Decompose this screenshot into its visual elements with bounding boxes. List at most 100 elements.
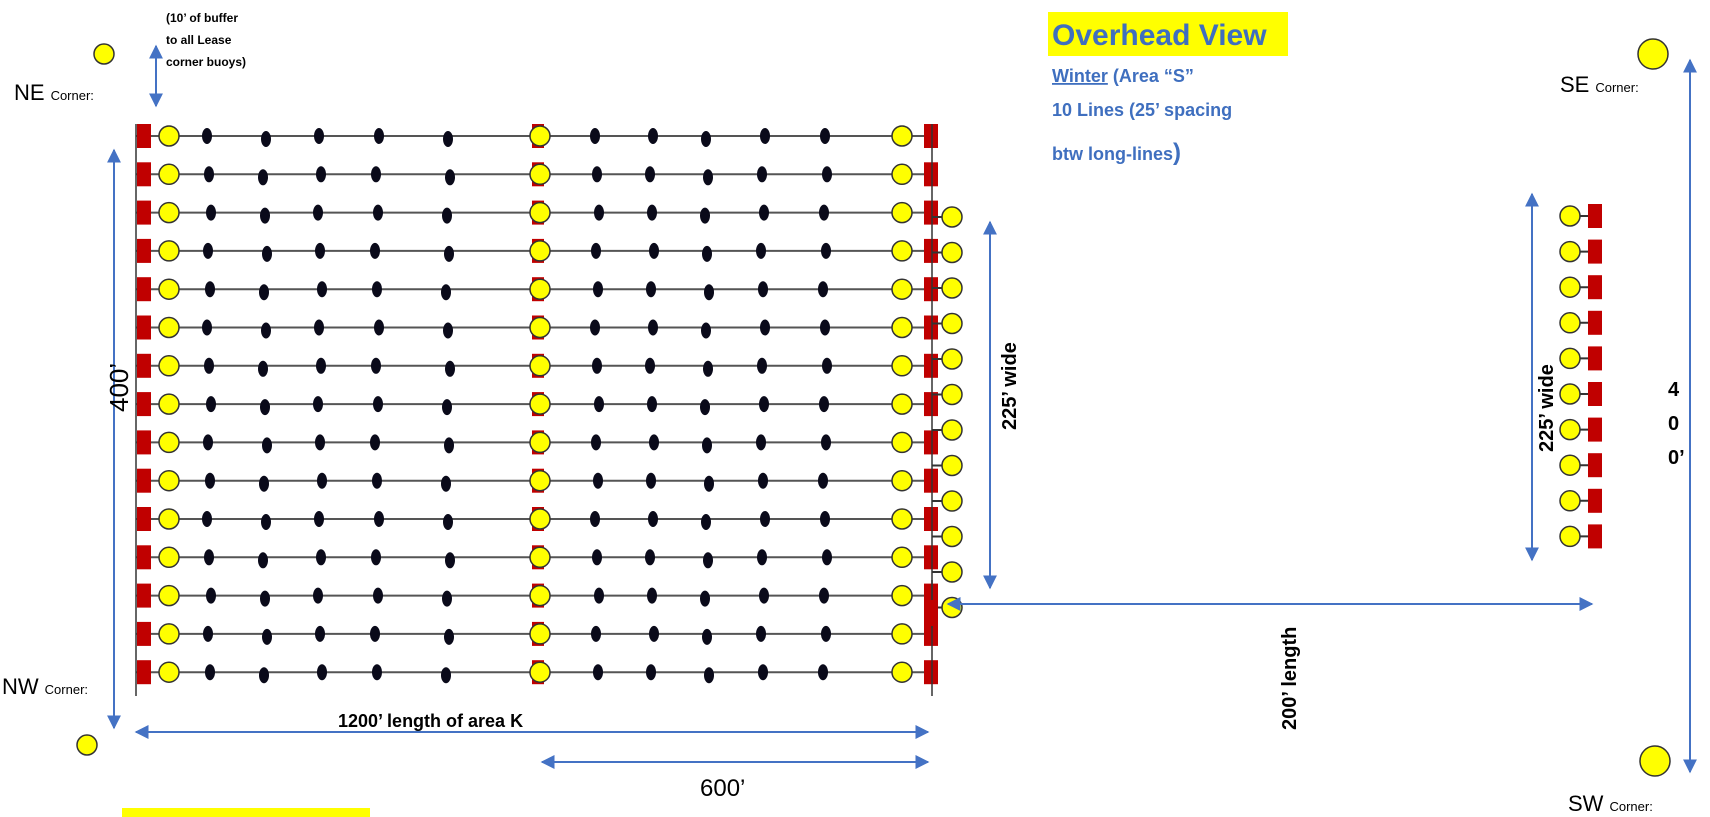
wide-225-label-b: 225’ wide [1536, 364, 1558, 452]
oyster-float [206, 204, 216, 221]
winter-buoy [941, 525, 963, 548]
oyster-float [649, 242, 659, 259]
anchor-block [137, 353, 151, 378]
oyster-float [443, 322, 453, 339]
oyster-float [819, 396, 829, 413]
oyster-float [591, 434, 601, 451]
anchor-block [924, 200, 938, 225]
oyster-float [442, 399, 452, 416]
oyster-float [756, 242, 766, 259]
anchor-block [924, 660, 938, 685]
oyster-float [258, 360, 268, 377]
oyster-float [445, 552, 455, 569]
oyster-float [203, 242, 213, 259]
oyster-float [594, 587, 604, 604]
oyster-float [822, 357, 832, 374]
anchor-block [137, 162, 151, 187]
anchor-block [1588, 417, 1602, 442]
anchor-block [137, 660, 151, 685]
long-line-grid [135, 124, 938, 696]
area-s-buoy [1559, 240, 1581, 263]
oyster-float [317, 472, 327, 489]
winter-buoy [941, 383, 963, 406]
oyster-float [646, 664, 656, 681]
oyster-float [819, 587, 829, 604]
area-s-buoy [1559, 347, 1581, 370]
oyster-float [646, 472, 656, 489]
end-buoy [891, 584, 913, 607]
end-buoy [158, 355, 180, 377]
area-s-buoy [1559, 383, 1581, 405]
sw-corner-buoy [1639, 745, 1671, 777]
winter-buoy [941, 206, 963, 228]
winter-buoy [941, 312, 963, 335]
end-buoy [891, 431, 913, 454]
anchor-block [1588, 524, 1602, 549]
end-buoy [891, 240, 913, 262]
anchor-block [137, 238, 151, 263]
oyster-float [443, 514, 453, 530]
oyster-float [316, 166, 326, 183]
end-buoy [158, 661, 180, 683]
end-buoy [891, 546, 913, 569]
oyster-float [442, 207, 452, 224]
anchor-block [924, 238, 938, 263]
oyster-float [700, 399, 710, 416]
mid-buoy [529, 623, 551, 645]
anchor-block [924, 621, 938, 646]
end-buoy [158, 584, 180, 607]
oyster-float [372, 281, 382, 298]
oyster-float [703, 169, 713, 186]
oyster-float [760, 128, 770, 144]
wide-225-label-a: 225’ wide [999, 342, 1021, 430]
anchor-block [924, 353, 938, 378]
oyster-float [647, 396, 657, 413]
oyster-float [820, 128, 830, 144]
anchor-block [137, 583, 151, 608]
oyster-float [821, 242, 831, 259]
anchor-block [924, 162, 938, 187]
oyster-float [700, 590, 710, 607]
oyster-float [261, 514, 271, 530]
end-buoy [891, 623, 913, 645]
anchor-block [924, 545, 938, 570]
oyster-float [313, 204, 323, 221]
oyster-float [648, 319, 658, 336]
end-buoy [158, 508, 180, 530]
anchor-block [137, 124, 151, 148]
area-s-buoy [1559, 276, 1581, 298]
oyster-float [260, 590, 270, 607]
oyster-float [648, 511, 658, 527]
title-highlight [1048, 12, 1288, 56]
oyster-float [317, 281, 327, 298]
end-buoy [891, 125, 913, 147]
area-s-buoy [1559, 490, 1581, 512]
oyster-float [757, 357, 767, 374]
height-400-label: 400’ [104, 363, 134, 412]
bottom-highlight [122, 808, 370, 817]
oyster-float [703, 552, 713, 569]
anchor-block [1588, 275, 1602, 300]
area-s-buoy [1559, 312, 1581, 334]
anchor-block [137, 430, 151, 455]
oyster-float [444, 437, 454, 454]
oyster-float [701, 131, 711, 147]
end-buoy [891, 508, 913, 530]
oyster-float [645, 549, 655, 566]
mid-buoy [529, 125, 551, 147]
mid-buoy [529, 661, 551, 683]
oyster-float [260, 399, 270, 416]
oyster-float [756, 625, 766, 642]
oyster-float [592, 166, 602, 183]
oyster-float [760, 511, 770, 527]
mid-buoy [529, 163, 551, 186]
anchor-block [137, 277, 151, 302]
mid-buoy [529, 316, 551, 339]
oyster-float [441, 475, 451, 492]
oyster-float [314, 319, 324, 336]
winter-buoy [941, 419, 963, 441]
end-buoy [158, 623, 180, 645]
oyster-float [444, 628, 454, 645]
oyster-float [758, 472, 768, 489]
length-600-label: 600’ [700, 775, 745, 802]
